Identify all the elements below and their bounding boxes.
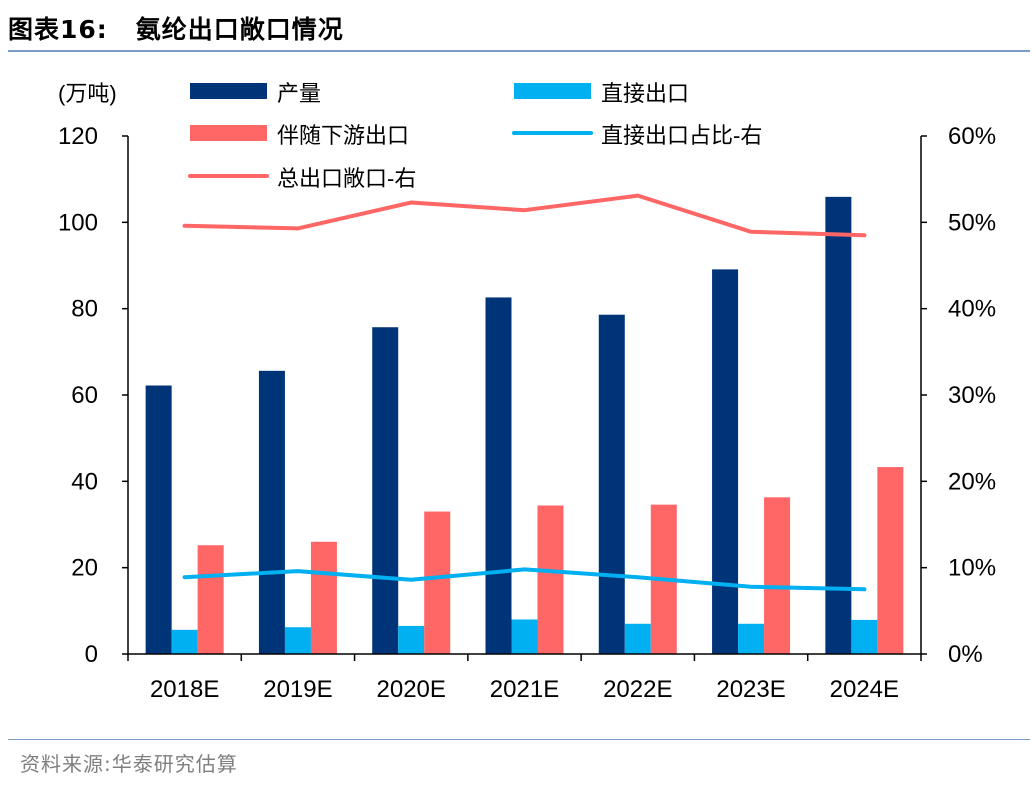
legend-label-1: 产量 [277,81,321,106]
bar-1-2024E [825,196,852,655]
right-tick-label: 0% [948,641,983,668]
x-tick-label: 2019E [263,676,332,703]
axes-layer: 0 20 40 60 80 100 120 0% 10% 20% 30% 40% 50% 60% 2018E… [58,81,996,703]
bar-1-2019E [258,370,285,654]
x-tick-label: 2018E [150,676,219,703]
bar-1-2018E [145,385,172,654]
left-tick-label: 60 [71,382,98,409]
bar-3-2020E [424,511,451,654]
bar-3-2024E [877,467,904,654]
bar-2-2020E [398,625,425,654]
bar-3-2019E [310,541,337,654]
bar-2-2021E [511,619,538,654]
line-series-1 [182,567,867,592]
figure-title-bar: 图表16: 氨纶出口敞口情况 [8,10,344,46]
left-tick-label: 100 [58,209,98,236]
right-tick-label: 30% [948,382,996,409]
left-tick-label: 0 [85,641,98,668]
legend-label-5: 总出口敞口-右 [277,166,416,191]
bar-2-2019E [284,627,311,654]
unit-label: (万吨) [58,81,117,106]
legend-swatch-1 [190,83,267,99]
line-series-2 [182,193,867,238]
legend-swatch-2 [514,83,591,99]
lines-layer [182,193,867,592]
right-tick-label: 10% [948,555,996,582]
legend-label-3: 伴随下游出口 [277,123,409,148]
bar-2-2023E [738,623,765,654]
bar-3-2018E [197,545,224,654]
x-tick-label: 2021E [490,676,559,703]
left-tick-label: 120 [58,123,98,150]
legend-label-4: 直接出口占比-右 [601,123,762,148]
bar-1-2021E [485,297,512,654]
left-tick-label: 40 [71,468,98,495]
right-tick-label: 50% [948,209,996,236]
figure-label: 图表16: [8,15,108,44]
x-tick-label: 2024E [830,676,899,703]
bottom-rule [8,739,1030,740]
x-tick-label: 2022E [603,676,672,703]
bar-2-2024E [851,619,878,654]
legend-label-2: 直接出口 [601,81,689,106]
bar-3-2021E [537,505,564,654]
bar-1-2022E [598,314,625,654]
top-rule [8,50,1030,52]
x-tick-label: 2023E [716,676,785,703]
source-note: 资料来源:华泰研究估算 [20,752,238,776]
x-tick-label: 2020E [377,676,446,703]
right-tick-label: 20% [948,468,996,495]
left-tick-label: 80 [71,296,98,323]
bar-2-2018E [171,629,198,654]
bar-1-2020E [372,327,399,654]
right-tick-label: 40% [948,296,996,323]
bar-3-2023E [764,497,791,654]
bar-1-2023E [712,269,739,654]
legend-swatch-3 [190,125,267,141]
bar-2-2022E [624,623,651,654]
left-tick-label: 20 [71,555,98,582]
right-tick-label: 60% [948,123,996,150]
figure-title: 氨纶出口敞口情况 [135,15,344,44]
bars-layer [145,196,904,655]
